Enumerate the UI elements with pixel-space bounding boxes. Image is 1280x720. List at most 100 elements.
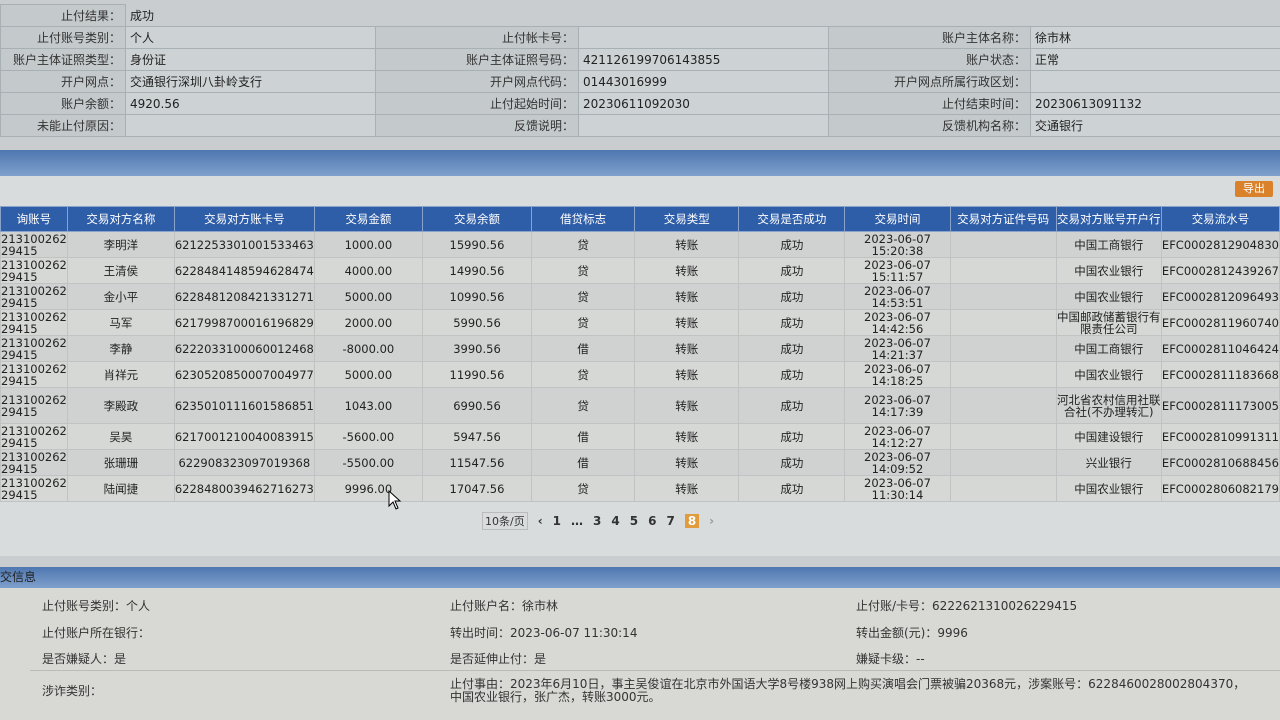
table-cell: 转账	[634, 309, 740, 336]
info-label: 止付帐卡号：	[375, 26, 579, 49]
table-cell: 借	[531, 423, 636, 450]
table-cell: 6228481208421331271	[173, 283, 315, 310]
table-cell: 213100262 29415	[0, 283, 68, 310]
table-cell: 吴昊	[66, 423, 175, 450]
table-row[interactable]: 213100262 29415 马军 6217998700016196829 2000…	[0, 309, 1280, 336]
table-row[interactable]: 213100262 29415 张珊珊 622908323097019368 -550…	[0, 449, 1280, 476]
column-header[interactable]: 交易时间	[844, 206, 951, 232]
table-cell: 5000.00	[313, 283, 423, 310]
table-cell: 622908323097019368	[173, 449, 315, 476]
acct-name: 止付账户名：徐市林	[450, 599, 559, 613]
table-cell: 1043.00	[313, 387, 423, 424]
table-row[interactable]: 213100262 29415 肖祥元 6230520850007004977 500…	[0, 361, 1280, 388]
column-header[interactable]: 交易是否成功	[738, 206, 846, 232]
table-cell: 9996.00	[313, 475, 423, 502]
page-button[interactable]: 7	[666, 514, 675, 528]
table-row[interactable]: 213100262 29415 陆闻捷 6228480039462716273 999…	[0, 475, 1280, 502]
column-header[interactable]: 借贷标志	[531, 206, 636, 232]
card-no: 止付账/卡号：6222621310026229415	[856, 599, 1078, 613]
table-cell: 15990.56	[421, 231, 533, 258]
page-button[interactable]: 8	[684, 514, 700, 528]
table-cell	[949, 283, 1057, 310]
table-cell: 中国农业银行	[1055, 257, 1162, 284]
page-button[interactable]: …	[571, 514, 584, 528]
table-row[interactable]: 213100262 29415 李殿政 6235010111601586851 104…	[0, 387, 1280, 424]
info-label: 反馈说明：	[375, 114, 579, 137]
table-row[interactable]: 213100262 29415 李明洋 6212253301001533463 100…	[0, 231, 1280, 258]
table-cell: 成功	[738, 475, 846, 502]
card-level: 嫌疑卡级：--	[856, 652, 925, 666]
column-header[interactable]: 交易对方账号开户行	[1055, 206, 1162, 232]
mouse-cursor-icon	[388, 490, 402, 510]
table-row[interactable]: 213100262 29415 金小平 6228481208421331271 500…	[0, 283, 1280, 310]
table-cell: 转账	[634, 475, 740, 502]
stop-payment-info: 止付结果： 成功 止付账号类别： 个人 止付帐卡号： 账户主体名称： 徐市林 账户主体证照类…	[0, 4, 1280, 137]
table-cell	[949, 449, 1057, 476]
table-cell: 借	[531, 449, 636, 476]
table-cell: 成功	[738, 231, 846, 258]
divider	[30, 670, 1280, 671]
info-value	[125, 114, 376, 137]
table-row[interactable]: 213100262 29415 李静 6222033100060012468 -800…	[0, 335, 1280, 362]
table-row[interactable]: 213100262 29415 王清侯 6228484148594628474 400…	[0, 257, 1280, 284]
column-header[interactable]: 交易金额	[313, 206, 423, 232]
table-cell: 2000.00	[313, 309, 423, 336]
table-cell: 2023-06-07 14:53:51	[844, 283, 951, 310]
column-header[interactable]: 交易余额	[421, 206, 533, 232]
table-cell: 213100262 29415	[0, 475, 68, 502]
table-cell: 成功	[738, 423, 846, 450]
column-header[interactable]: 交易对方名称	[66, 206, 175, 232]
column-header[interactable]: 询账号	[0, 206, 68, 232]
suspect: 是否嫌疑人：是	[42, 652, 127, 666]
table-cell: EFC0002811960740	[1160, 309, 1280, 336]
table-cell	[949, 335, 1057, 362]
out-amount: 转出金额(元)：9996	[856, 626, 968, 640]
pagination: 10条/页 ‹ 1 … 3 4 5 6 7 8 ›	[482, 512, 714, 530]
table-cell: 2023-06-07 15:20:38	[844, 231, 951, 258]
table-cell	[949, 387, 1057, 424]
column-header[interactable]: 交易流水号	[1160, 206, 1280, 232]
info-label: 账户主体名称：	[828, 26, 1031, 49]
table-cell: 2023-06-07 14:12:27	[844, 423, 951, 450]
table-cell: -8000.00	[313, 335, 423, 362]
page-button[interactable]: 4	[611, 514, 620, 528]
table-cell: EFC0002811173005	[1160, 387, 1280, 424]
table-cell: 王清侯	[66, 257, 175, 284]
table-cell: 5947.56	[421, 423, 533, 450]
info-value: 交通银行深圳八卦岭支行	[125, 70, 376, 93]
next-page-button[interactable]: ›	[709, 514, 715, 528]
table-cell: 6212253301001533463	[173, 231, 315, 258]
info-value: 20230613091132	[1029, 92, 1280, 115]
column-header[interactable]: 交易对方账卡号	[173, 206, 315, 232]
table-cell: 借	[531, 335, 636, 362]
info-value	[1029, 70, 1280, 93]
page-button[interactable]: 1	[552, 514, 562, 528]
page-button[interactable]: 6	[648, 514, 657, 528]
table-cell: 成功	[738, 361, 846, 388]
extend: 是否延伸止付：是	[450, 652, 547, 666]
table-cell: EFC0002812904830	[1160, 231, 1280, 258]
table-cell: 中国工商银行	[1055, 335, 1162, 362]
prev-page-button[interactable]: ‹	[537, 514, 543, 528]
table-cell	[949, 475, 1057, 502]
table-cell: 2023-06-07 14:42:56	[844, 309, 951, 336]
table-cell: 中国农业银行	[1055, 283, 1162, 310]
page-size-select[interactable]: 10条/页	[482, 512, 528, 530]
table-cell: 6228484148594628474	[173, 257, 315, 284]
table-cell: 213100262 29415	[0, 423, 68, 450]
column-header[interactable]: 交易类型	[634, 206, 740, 232]
table-cell: 贷	[531, 361, 636, 388]
table-cell: 中国农业银行	[1055, 361, 1162, 388]
column-header[interactable]: 交易对方证件号码	[949, 206, 1057, 232]
table-cell: -5600.00	[313, 423, 423, 450]
table-row[interactable]: 213100262 29415 吴昊 6217001210040083915 -560…	[0, 423, 1280, 450]
table-cell: EFC0002811183668	[1160, 361, 1280, 388]
export-button[interactable]: 导出	[1235, 181, 1273, 197]
page-button[interactable]: 3	[593, 514, 602, 528]
table-cell	[949, 423, 1057, 450]
bank: 止付账户所在银行：	[42, 626, 151, 640]
table-cell: 2023-06-07 14:18:25	[844, 361, 951, 388]
table-cell: 6990.56	[421, 387, 533, 424]
table-cell: EFC0002806082179	[1160, 475, 1280, 502]
page-button[interactable]: 5	[629, 514, 639, 528]
